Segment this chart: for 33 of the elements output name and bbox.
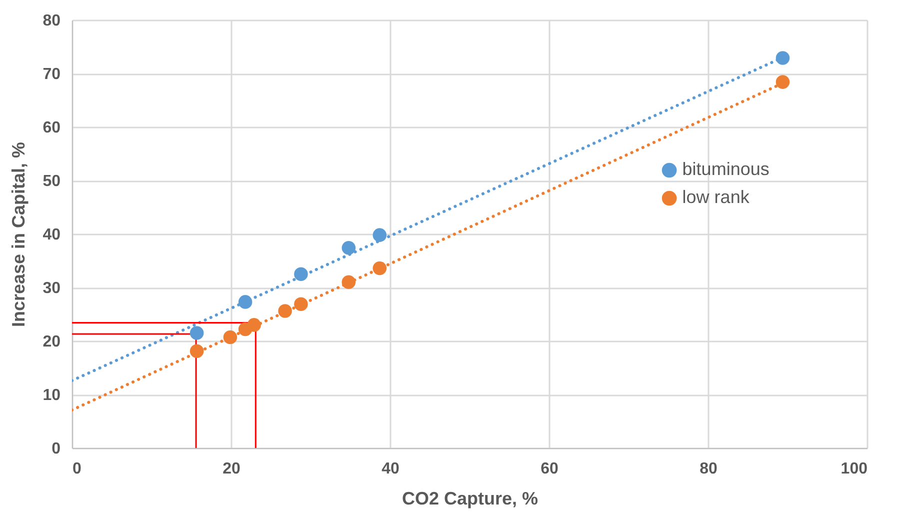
point <box>342 275 356 290</box>
y-tick-label: 60 <box>42 120 61 136</box>
point <box>190 326 204 340</box>
x-tick-label: 60 <box>540 460 558 478</box>
point <box>342 241 356 255</box>
y-tick-label: 30 <box>42 280 61 297</box>
x-axis-title: CO2 Capture, % <box>402 488 538 508</box>
point <box>294 297 308 311</box>
legend-label: low rank <box>682 187 750 208</box>
point <box>278 304 292 318</box>
legend-label: bituminous <box>682 159 770 180</box>
point <box>372 228 387 242</box>
y-tick-label: 50 <box>42 173 61 190</box>
point <box>372 261 387 276</box>
y-tick-label: 80 <box>42 12 61 30</box>
point <box>190 344 204 358</box>
y-tick-label: 10 <box>42 387 61 404</box>
point <box>238 295 252 309</box>
x-tick-label: 20 <box>222 460 240 478</box>
x-tick-label: 100 <box>840 460 868 478</box>
x-tick-label: 40 <box>382 460 400 478</box>
y-tick-label: 0 <box>52 440 61 458</box>
point <box>247 318 261 332</box>
y-tick-label: 20 <box>42 334 61 350</box>
x-tick-label: 0 <box>72 460 82 478</box>
point <box>294 267 308 282</box>
y-tick-label: 40 <box>42 226 61 244</box>
y-axis-title: Increase in Capital, % <box>8 142 29 328</box>
point <box>223 330 238 344</box>
point <box>776 75 790 89</box>
x-tick-label: 80 <box>700 460 718 478</box>
y-tick-label: 70 <box>42 66 61 83</box>
point <box>776 51 790 65</box>
